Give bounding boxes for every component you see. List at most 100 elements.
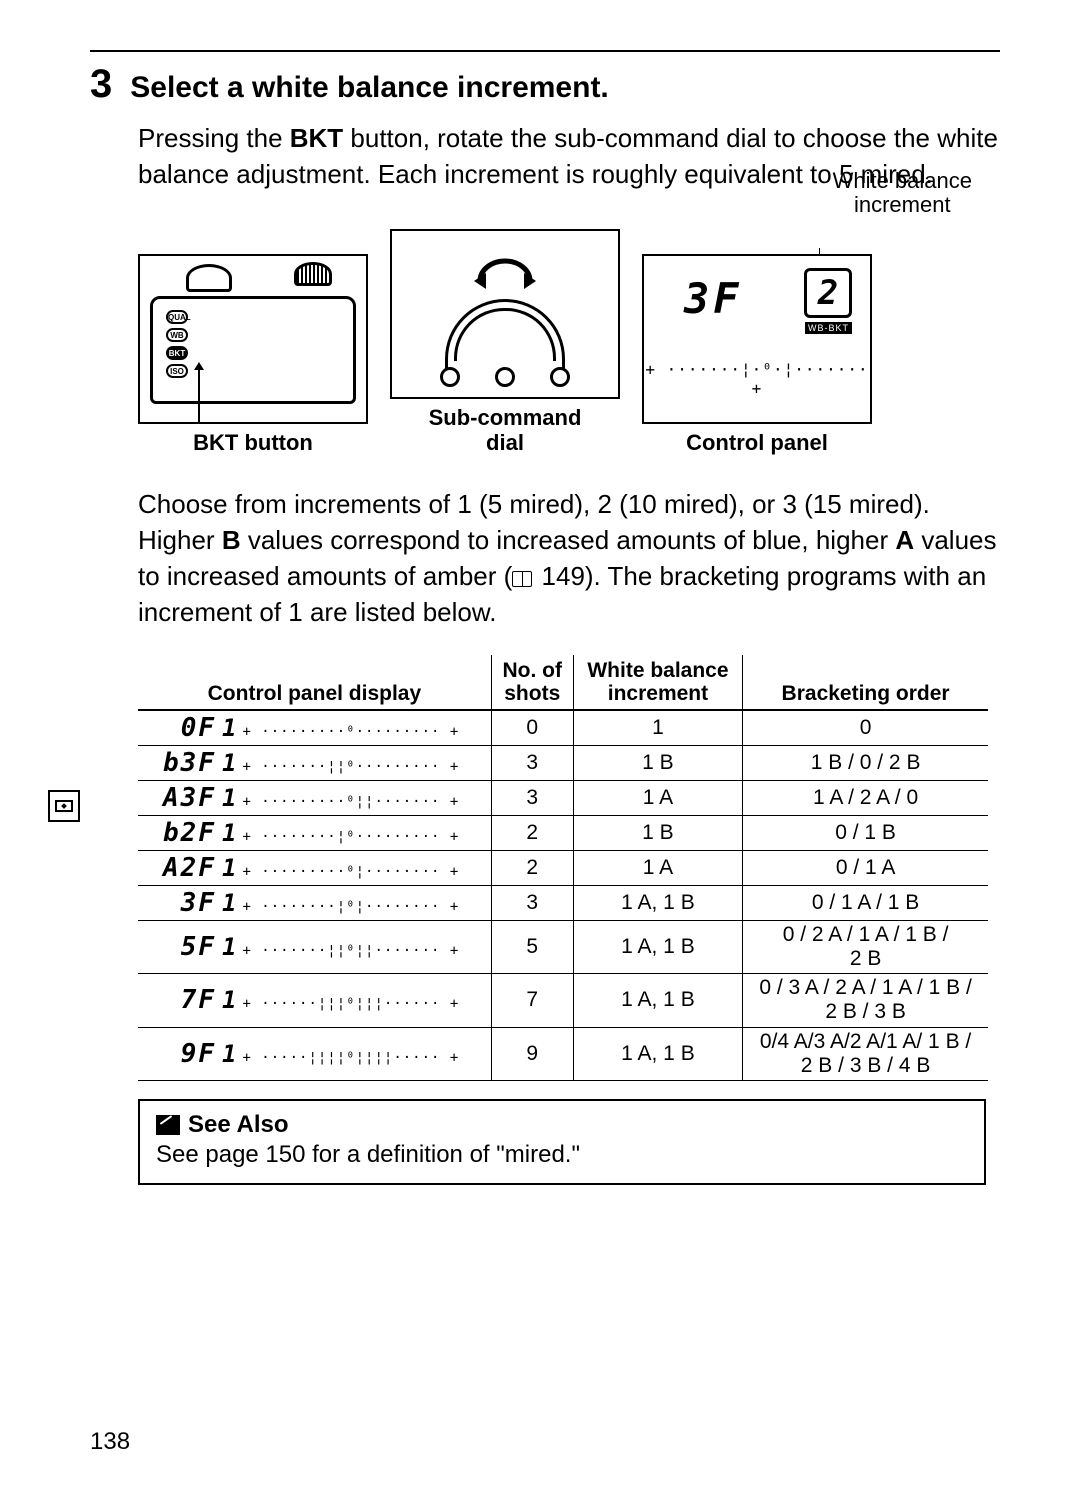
cell-order: 1 B / 0 / 2 B <box>743 746 988 781</box>
table-row: 5F1+ ·······¦¦⁰¦¦······· +51 A, 1 B0 / 2… <box>138 921 988 974</box>
camera-mode-dial-icon <box>186 264 232 292</box>
fig-bkt-button: QUAL WB BKT ISO BKT button <box>138 254 368 455</box>
fig1-caption: BKT button <box>193 430 313 455</box>
step-title: Select a white balance increment. <box>130 71 609 105</box>
cell-display: A2F1+ ·········⁰¦········ + <box>138 851 491 886</box>
wb-label-line2: increment <box>854 192 951 217</box>
para2-mid1: values correspond to increased amounts o… <box>241 525 896 555</box>
cell-wb: 1 A <box>573 851 742 886</box>
dial-base-icons <box>392 367 618 387</box>
page-number: 138 <box>90 1428 130 1456</box>
table-row: 0F1+ ·········⁰········· +010 <box>138 710 988 746</box>
book-icon <box>512 571 532 587</box>
cell-order: 0/4 A/3 A/2 A/1 A/ 1 B / 2 B / 3 B / 4 B <box>743 1027 988 1080</box>
lcd-scale: + ·······¦·⁰·¦······· + <box>644 360 870 398</box>
wb-increment-label: White balance increment <box>833 169 972 217</box>
para1-pre: Pressing the <box>138 123 290 153</box>
bkt-button-icon: BKT <box>166 346 188 360</box>
cell-shots: 3 <box>491 746 573 781</box>
cell-shots: 9 <box>491 1027 573 1080</box>
fig3-caption: Control panel <box>686 430 828 455</box>
camera-button-stack: QUAL WB BKT ISO <box>166 310 188 382</box>
step-number: 3 <box>90 62 112 107</box>
rotate-arrow-icon <box>470 251 540 291</box>
cell-display: b2F1+ ········¦⁰········· + <box>138 816 491 851</box>
metering-icon <box>55 800 73 812</box>
bkt-pointer-arrow-icon <box>198 364 200 424</box>
cell-order: 0 / 3 A / 2 A / 1 A / 1 B / 2 B / 3 B <box>743 974 988 1027</box>
fig2-caption-l1: Sub-command <box>429 405 582 430</box>
th-display: Control panel display <box>138 655 491 710</box>
cell-shots: 3 <box>491 781 573 816</box>
wb-label-line1: White balance <box>833 168 972 193</box>
th-shots: No. of shots <box>491 655 573 710</box>
cell-wb: 1 B <box>573 816 742 851</box>
para-2: Choose from increments of 1 (5 mired), 2… <box>138 487 1000 631</box>
cell-order: 0 / 1 A <box>743 851 988 886</box>
see-also-body: See page 150 for a definition of "mired.… <box>156 1141 968 1169</box>
camera-command-dial-icon <box>294 262 332 286</box>
qual-button-icon: QUAL <box>166 310 188 324</box>
note-icon <box>156 1115 180 1135</box>
cell-wb: 1 <box>573 710 742 746</box>
cell-order: 0 <box>743 710 988 746</box>
cell-display: 7F1+ ······¦¦¦⁰¦¦¦······ + <box>138 974 491 1027</box>
fig-sub-command-dial: Sub-command dial <box>390 229 620 456</box>
fig2-caption: Sub-command dial <box>429 405 582 456</box>
cell-wb: 1 A, 1 B <box>573 1027 742 1080</box>
cell-display: 9F1+ ·····¦¦¦¦⁰¦¦¦¦····· + <box>138 1027 491 1080</box>
table-row: 9F1+ ·····¦¦¦¦⁰¦¦¦¦····· +91 A, 1 B0/4 A… <box>138 1027 988 1080</box>
cell-shots: 3 <box>491 886 573 921</box>
fig2-caption-l2: dial <box>486 430 524 455</box>
th-wb-increment: White balance increment <box>573 655 742 710</box>
th-wb-l1: White balance <box>587 659 728 682</box>
fig2-box <box>390 229 620 399</box>
cell-order: 0 / 2 A / 1 A / 1 B / 2 B <box>743 921 988 974</box>
cell-order: 1 A / 2 A / 0 <box>743 781 988 816</box>
small-dial-icon <box>495 367 515 387</box>
small-dial-icon <box>440 367 460 387</box>
cell-order: 0 / 1 A / 1 B <box>743 886 988 921</box>
table-row: b2F1+ ········¦⁰········· +21 B0 / 1 B <box>138 816 988 851</box>
table-row: 3F1+ ········¦⁰¦········ +31 A, 1 B0 / 1… <box>138 886 988 921</box>
fig3-box: 3F 2 WB-BKT + ·······¦·⁰·¦······· + <box>642 254 872 424</box>
bracketing-table: Control panel display No. of shots White… <box>138 655 988 1081</box>
table-row: A3F1+ ·········⁰¦¦······· +31 A1 A / 2 A… <box>138 781 988 816</box>
cell-display: b3F1+ ·······¦¦⁰········· + <box>138 746 491 781</box>
cell-shots: 7 <box>491 974 573 1027</box>
top-rule <box>90 50 1000 52</box>
cell-display: 3F1+ ········¦⁰¦········ + <box>138 886 491 921</box>
iso-button-icon: ISO <box>166 364 188 378</box>
cell-display: 5F1+ ·······¦¦⁰¦¦······· + <box>138 921 491 974</box>
a-label: A <box>895 525 914 555</box>
see-also-title: See Also <box>156 1111 968 1139</box>
cell-shots: 5 <box>491 921 573 974</box>
cell-wb: 1 A <box>573 781 742 816</box>
th-order: Bracketing order <box>743 655 988 710</box>
b-label: B <box>222 525 241 555</box>
figure-row: White balance increment QUAL WB BKT ISO … <box>138 229 1000 456</box>
lcd-increment-box: 2 <box>804 268 852 318</box>
th-shots-l2: shots <box>504 682 560 705</box>
th-shots-l1: No. of <box>503 659 562 682</box>
small-dial-icon <box>550 367 570 387</box>
cell-wb: 1 A, 1 B <box>573 886 742 921</box>
cell-wb: 1 B <box>573 746 742 781</box>
table-row: A2F1+ ·········⁰¦········ +21 A0 / 1 A <box>138 851 988 886</box>
wb-button-icon: WB <box>166 328 188 342</box>
cell-shots: 2 <box>491 851 573 886</box>
bkt-label: BKT <box>290 123 343 153</box>
table-row: b3F1+ ·······¦¦⁰········· +31 B1 B / 0 /… <box>138 746 988 781</box>
cell-order: 0 / 1 B <box>743 816 988 851</box>
cell-shots: 2 <box>491 816 573 851</box>
cell-display: 0F1+ ·········⁰········· + <box>138 710 491 746</box>
cell-shots: 0 <box>491 710 573 746</box>
cell-display: A3F1+ ·········⁰¦¦······· + <box>138 781 491 816</box>
cell-wb: 1 A, 1 B <box>573 921 742 974</box>
fig1-box: QUAL WB BKT ISO <box>138 254 368 424</box>
sub-command-dial-icon <box>445 299 565 369</box>
th-wb-l2: increment <box>608 682 708 705</box>
lcd-main-value: 3F <box>684 274 743 323</box>
wb-bkt-badge: WB-BKT <box>805 322 852 334</box>
section-tab-icon <box>48 790 80 822</box>
